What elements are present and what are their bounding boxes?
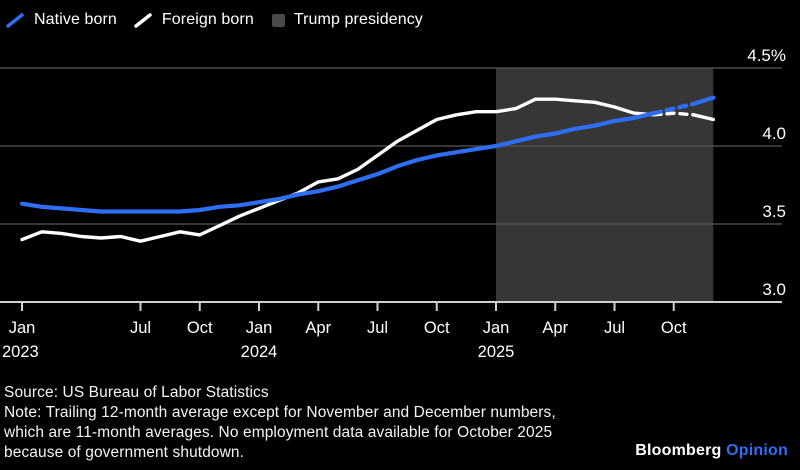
y-axis-label: 3.0 [762,280,786,299]
foreign-born-swatch-stroke [134,12,152,28]
chart-legend: Native born Foreign born Trump presidenc… [6,11,423,29]
foreign-born-line-swatch-icon [134,12,152,28]
legend-item-native-born: Native born [6,11,117,29]
x-axis-month-label: Oct [661,319,687,337]
native-born-line [19,111,657,214]
x-axis-month-label: Oct [187,319,213,337]
native-born-line [691,95,716,107]
foreign-born-line [691,113,715,122]
bloomberg-opinion-logo: Bloomberg Opinion [635,442,788,460]
unemployment-rate-line-chart: 4.5% 4.0 3.5 3.0 Jan 2023 Jul Oct Jan 2024 Apr Jul O… [0,46,786,361]
y-axis-label: 3.5 [762,202,786,221]
trump-presidency-swatch-icon [271,13,285,27]
y-axis-label: 4.5% [747,46,786,65]
x-axis-month-label: Jan [9,319,36,337]
x-axis-month-label: Oct [424,319,450,337]
x-axis-year-label: 2024 [241,343,278,361]
y-axis-label: 4.0 [762,124,786,143]
native-born-line-swatch-icon [6,12,24,28]
x-axis-year-label: 2025 [478,343,515,361]
x-axis-month-label: Jul [130,319,151,337]
x-axis-month-label: Jan [246,319,273,337]
foreign-born-line [20,97,656,243]
native-born-line-dashed [651,101,696,116]
x-axis-month-label: Jan [483,319,510,337]
x-axis-month-label: Apr [305,319,331,337]
legend-item-foreign-born: Foreign born [134,11,254,29]
source-line: Source: US Bureau of Labor Statistics [4,384,269,401]
legend-item-trump-presidency: Trump presidency [271,11,423,29]
legend-label-native-born: Native born [34,11,117,28]
note-line-1: Note: Trailing 12-month average except f… [4,404,556,421]
legend-label-foreign-born: Foreign born [161,11,254,28]
x-axis-year-label: 2023 [2,343,39,361]
brand-edition: Opinion [726,442,788,459]
foreign-born-line-dashed [652,111,696,117]
x-axis-month-label: Jul [604,319,625,337]
footnotes: Source: US Bureau of Labor Statistics No… [4,383,556,463]
note-line-2: which are 11-month averages. No employme… [4,424,553,441]
note-line-3: because of government shutdown. [4,444,245,461]
x-axis-month-label: Apr [542,319,568,337]
x-axis-month-label: Jul [367,319,388,337]
native-born-swatch-stroke [6,12,24,28]
legend-label-trump-presidency: Trump presidency [293,11,423,28]
brand-name: Bloomberg [635,442,722,459]
trump-presidency-swatch-rect [271,13,285,27]
trump-presidency-shade [496,68,714,302]
